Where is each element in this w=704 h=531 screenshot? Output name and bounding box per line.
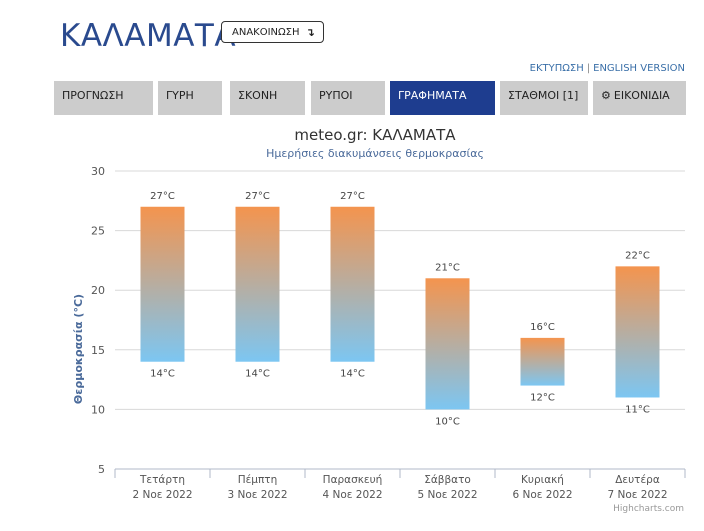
high-temp-label: 21°C (435, 262, 460, 273)
y-tick-label: 15 (91, 344, 105, 357)
x-tick-date-label: 3 Νοε 2022 (227, 489, 287, 501)
tab-icons[interactable]: ⚙ ΕΙΚΟΝΙΔΙΑ (593, 81, 686, 115)
y-axis: 5 10 15 20 25 30 (91, 165, 105, 476)
tab-label: ΕΙΚΟΝΙΔΙΑ (613, 89, 670, 102)
low-temp-label: 11°C (625, 404, 650, 415)
temperature-range-bar (330, 206, 375, 362)
x-tick-date-label: 7 Νοε 2022 (607, 489, 667, 501)
temperature-range-bar (520, 337, 565, 386)
y-tick-label: 30 (91, 165, 105, 178)
low-temp-label: 10°C (435, 416, 460, 427)
y-tick-label: 5 (98, 463, 105, 476)
english-version-link[interactable]: ENGLISH VERSION (593, 63, 685, 74)
temperature-range-bar (140, 206, 185, 362)
tab-pollen[interactable]: ΓΥΡΗ (158, 81, 222, 115)
range-bars: 27°C 14°C 27°C 14°C 27°C 14°C 21°C 10°C 16°C 12°C… (140, 191, 660, 427)
tab-pollutants[interactable]: ΡΥΠΟΙ (311, 81, 385, 115)
announcement-label: ΑΝΑΚΟΙΝΩΣΗ (232, 26, 300, 38)
temperature-range-bar (425, 278, 470, 410)
x-tick-day-label: Πέμπτη (238, 474, 278, 486)
arrow-turn-down-icon: ↴ (305, 25, 315, 39)
tab-label: ΣΚΟΝΗ (238, 89, 278, 102)
y-tick-label: 25 (91, 225, 105, 238)
x-tick-date-label: 6 Νοε 2022 (512, 489, 572, 501)
temperature-range-bar (235, 206, 280, 362)
tab-label: ΓΡΑΦΗΜΑΤΑ (398, 89, 467, 102)
high-temp-label: 16°C (530, 322, 555, 333)
main-tabs: ΠΡΟΓΝΩΣΗ ΓΥΡΗ ΣΚΟΝΗ ΡΥΠΟΙ ΓΡΑΦΗΜΑΤΑ ΣΤΑΘ… (54, 81, 686, 115)
x-tick-day-label: Παρασκευή (323, 474, 383, 486)
gear-icon: ⚙ (601, 89, 611, 102)
tab-label: ΠΡΟΓΝΩΣΗ (62, 89, 124, 102)
x-tick-date-label: 4 Νοε 2022 (322, 489, 382, 501)
print-link[interactable]: ΕΚΤΥΠΩΣΗ (529, 63, 584, 74)
tab-charts[interactable]: ΓΡΑΦΗΜΑΤΑ (390, 81, 495, 115)
chart-subtitle: Ημερήσιες διακυμάνσεις θερμοκρασίας (266, 147, 484, 160)
low-temp-label: 14°C (340, 369, 365, 380)
x-tick-day-label: Τετάρτη (139, 474, 185, 486)
temperature-chart: meteo.gr: ΚΑΛΑΜΑΤΑ Ημερήσιες διακυμάνσει… (72, 126, 686, 514)
tab-forecast[interactable]: ΠΡΟΓΝΩΣΗ (54, 81, 153, 115)
announcement-button[interactable]: ΑΝΑΚΟΙΝΩΣΗ ↴ (221, 21, 324, 43)
high-temp-label: 27°C (150, 191, 175, 202)
low-temp-label: 14°C (245, 369, 270, 380)
y-tick-label: 10 (91, 403, 105, 416)
tab-label: ΓΥΡΗ (166, 89, 194, 102)
high-temp-label: 27°C (340, 191, 365, 202)
grid (115, 170, 685, 470)
tab-label: ΡΥΠΟΙ (319, 89, 353, 102)
y-axis-title: Θερμοκρασία (°C) (72, 294, 85, 404)
x-tick-day-label: Κυριακή (521, 474, 564, 486)
low-temp-label: 12°C (530, 393, 555, 404)
tab-stations[interactable]: ΣΤΑΘΜΟΙ [1] (500, 81, 588, 115)
link-separator: | (586, 63, 591, 74)
low-temp-label: 14°C (150, 369, 175, 380)
y-tick-label: 20 (91, 284, 105, 297)
x-tick-day-label: Σάββατο (424, 474, 471, 486)
chart-title: meteo.gr: ΚΑΛΑΜΑΤΑ (294, 126, 456, 144)
x-tick-day-label: Δευτέρα (615, 474, 660, 486)
tab-dust[interactable]: ΣΚΟΝΗ (230, 81, 305, 115)
city-title: ΚΑΛΑΜΑΤΑ (60, 18, 237, 54)
x-axis: Τετάρτη 2 Νοε 2022 Πέμπτη 3 Νοε 2022 Παρασκε… (114, 468, 686, 501)
x-tick-date-label: 5 Νοε 2022 (417, 489, 477, 501)
top-links: ΕΚΤΥΠΩΣΗ | ENGLISH VERSION (530, 63, 685, 74)
high-temp-label: 22°C (625, 250, 650, 261)
x-tick-date-label: 2 Νοε 2022 (132, 489, 192, 501)
temperature-range-bar (615, 266, 660, 398)
credits: Highcharts.com (613, 504, 684, 514)
tab-label: ΣΤΑΘΜΟΙ [1] (508, 89, 579, 102)
high-temp-label: 27°C (245, 191, 270, 202)
